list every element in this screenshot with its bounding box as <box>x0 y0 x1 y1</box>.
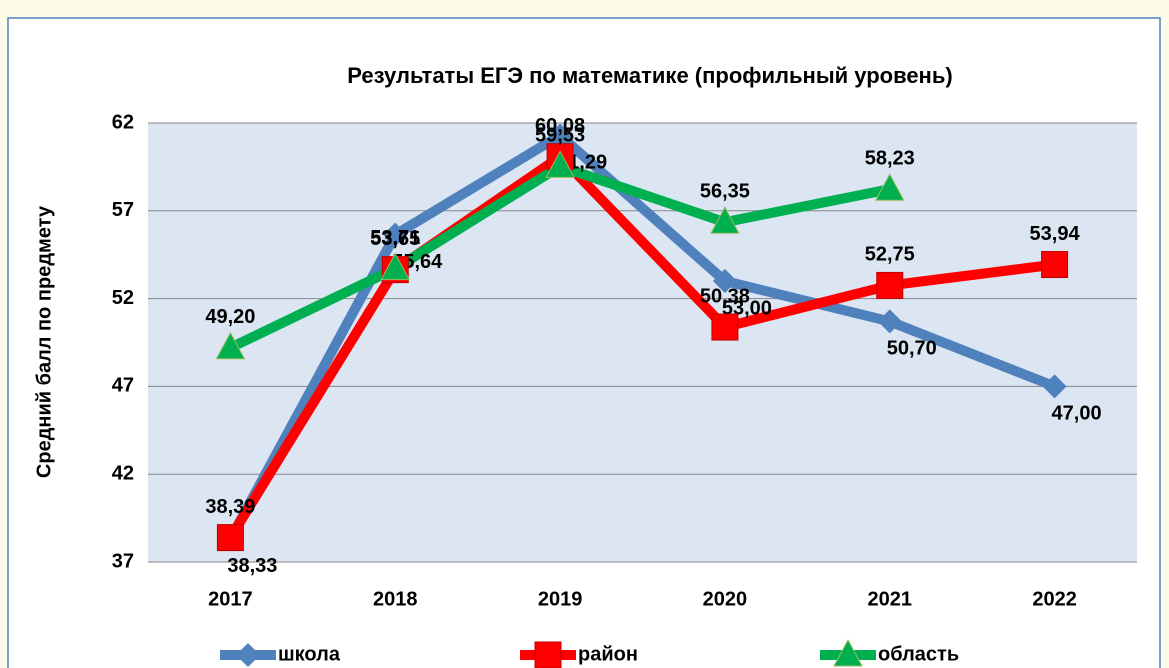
data-point <box>216 524 244 552</box>
x-tick-label: 2022 <box>1032 588 1077 610</box>
data-point <box>215 331 246 360</box>
y-tick-label: 57 <box>112 199 134 221</box>
data-label: 47,00 <box>1052 403 1102 425</box>
data-label: 53,65 <box>370 228 420 250</box>
y-tick-label: 62 <box>112 111 134 133</box>
x-tick-label: 2018 <box>373 588 418 610</box>
data-label: 50,70 <box>887 338 937 360</box>
y-axis-label: Средний балл по предмету <box>33 205 55 478</box>
data-point <box>1041 251 1069 279</box>
x-tick-label: 2020 <box>703 588 748 610</box>
data-label: 52,75 <box>865 244 915 266</box>
data-label: 38,33 <box>227 555 277 577</box>
plot-area <box>148 123 1137 562</box>
data-label: 60,08 <box>535 115 585 137</box>
legend-marker <box>833 638 863 667</box>
y-tick-label: 52 <box>112 287 134 309</box>
data-label: 53,71 <box>370 227 420 249</box>
legend-label: район <box>578 643 638 665</box>
x-tick-label: 2019 <box>538 588 583 610</box>
x-tick-label: 2017 <box>208 588 253 610</box>
data-point <box>545 150 575 178</box>
y-tick-label: 42 <box>112 462 134 484</box>
data-point <box>710 206 740 234</box>
data-point <box>711 313 739 341</box>
data-point <box>1042 374 1067 399</box>
data-label: 59,53 <box>535 125 585 147</box>
data-label: 50,38 <box>700 285 750 307</box>
data-point <box>874 173 905 201</box>
series-line <box>226 151 1056 541</box>
data-point <box>877 309 902 334</box>
data-label: 38,39 <box>205 496 255 518</box>
legend-label: область <box>878 643 959 665</box>
legend-label: школа <box>278 643 341 665</box>
data-point <box>712 269 737 294</box>
legend-marker <box>534 641 562 668</box>
y-tick-label: 47 <box>112 375 134 397</box>
data-label: 58,23 <box>865 147 915 169</box>
x-tick-label: 2021 <box>868 588 913 610</box>
legend-marker <box>236 643 260 667</box>
data-label: 56,35 <box>700 180 750 202</box>
data-label: 49,20 <box>205 306 255 328</box>
data-point <box>383 222 408 247</box>
chart-title: Результаты ЕГЭ по математике (профильный… <box>347 63 952 88</box>
data-point <box>380 252 411 281</box>
data-point <box>876 271 904 299</box>
data-point <box>548 123 573 148</box>
y-tick-label: 37 <box>112 550 134 572</box>
data-label: 53,94 <box>1030 223 1081 245</box>
